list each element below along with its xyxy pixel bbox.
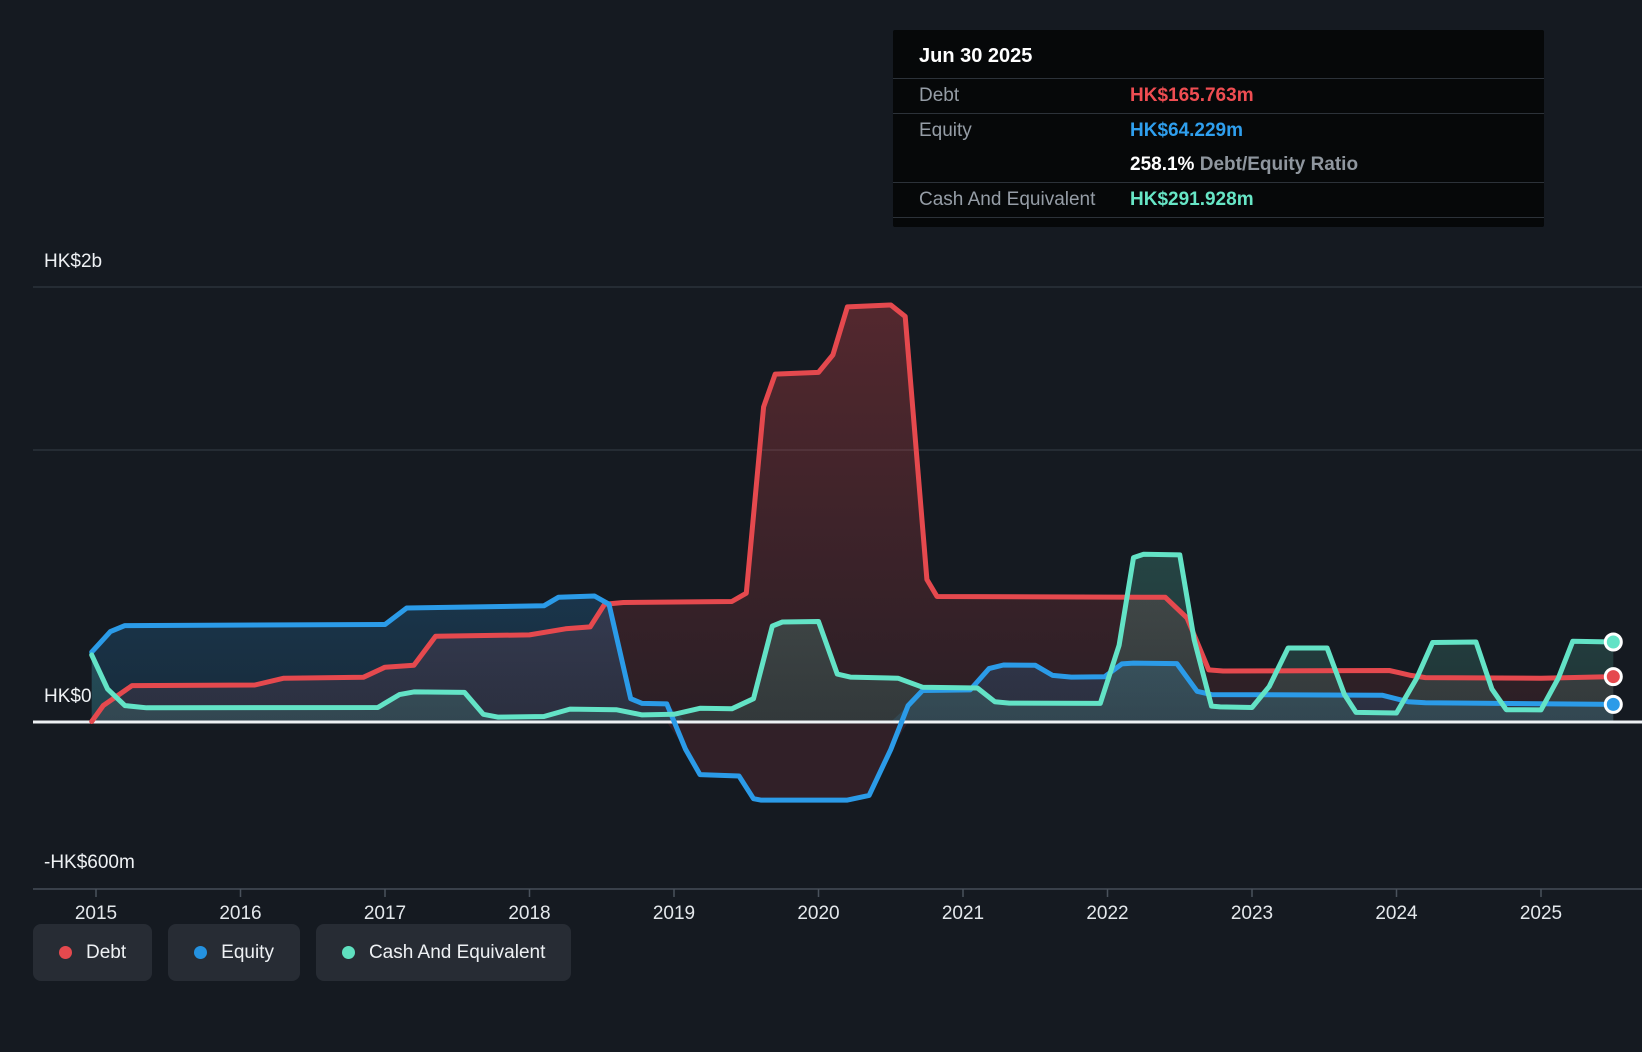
cash-endpoint-dot[interactable] — [1603, 632, 1623, 652]
cash-swatch-icon — [341, 946, 355, 959]
legend: Debt Equity Cash And Equivalent — [33, 924, 572, 981]
tooltip-equity-value: HK$64.229m — [1130, 120, 1244, 141]
legend-item-cash[interactable]: Cash And Equivalent — [315, 924, 572, 981]
x-axis-label: 2017 — [363, 903, 407, 924]
tooltip-cash-label: Cash And Equivalent — [919, 189, 1096, 210]
tooltip-row-equity: Equity HK$64.229m — [893, 114, 1544, 148]
equity-line[interactable] — [89, 593, 1616, 803]
tooltip-ratio-label: Debt/Equity Ratio — [1194, 154, 1359, 175]
equity-negative-area — [91, 722, 1614, 801]
y-axis-label: HK$2b — [44, 251, 103, 272]
debt-endpoint-dot[interactable] — [1603, 667, 1623, 687]
y-axis-label: HK$0 — [44, 686, 92, 707]
debt-area — [91, 305, 1614, 722]
tooltip-row-cash: Cash And Equivalent HK$291.928m — [893, 183, 1544, 218]
tooltip-ratio: 258.1% Debt/Equity Ratio — [1130, 154, 1358, 176]
tooltip-row-ratio: 258.1% Debt/Equity Ratio — [893, 148, 1544, 183]
x-axis-label: 2023 — [1230, 903, 1274, 924]
x-axis-label: 2018 — [508, 903, 551, 924]
cash-line[interactable] — [89, 551, 1616, 720]
x-axis-label: 2024 — [1375, 903, 1418, 924]
legend-cash-label: Cash And Equivalent — [368, 941, 546, 963]
x-axis-label: 2019 — [652, 903, 696, 924]
equity-swatch-icon — [194, 946, 208, 959]
legend-item-debt[interactable]: Debt — [33, 924, 153, 981]
tooltip-ratio-value: 258.1% — [1130, 154, 1195, 175]
tooltip: Jun 30 2025 Debt HK$165.763m Equity HK$6… — [893, 30, 1544, 227]
equity-endpoint-dot[interactable] — [1603, 694, 1623, 714]
x-axis-label: 2025 — [1519, 903, 1563, 924]
x-axis-label: 2015 — [74, 903, 118, 924]
tooltip-debt-value: HK$165.763m — [1130, 85, 1254, 106]
equity-area — [91, 596, 1614, 722]
tooltip-row-debt: Debt HK$165.763m — [893, 79, 1544, 114]
x-axis-label: 2022 — [1086, 903, 1129, 924]
debt-line[interactable] — [89, 302, 1616, 724]
x-axis-label: 2021 — [941, 903, 985, 924]
tooltip-debt-label: Debt — [919, 85, 960, 106]
debt-swatch-icon — [59, 946, 72, 959]
x-axis-label: 2016 — [219, 903, 262, 924]
x-axis-label: 2020 — [797, 903, 840, 924]
legend-equity-label: Equity — [221, 941, 274, 963]
legend-debt-label: Debt — [86, 941, 127, 963]
tooltip-date: Jun 30 2025 — [893, 34, 1544, 79]
tooltip-equity-label: Equity — [919, 120, 972, 141]
y-axis-label: -HK$600m — [44, 852, 135, 873]
legend-item-equity[interactable]: Equity — [168, 924, 300, 981]
tooltip-cash-value: HK$291.928m — [1130, 189, 1254, 210]
